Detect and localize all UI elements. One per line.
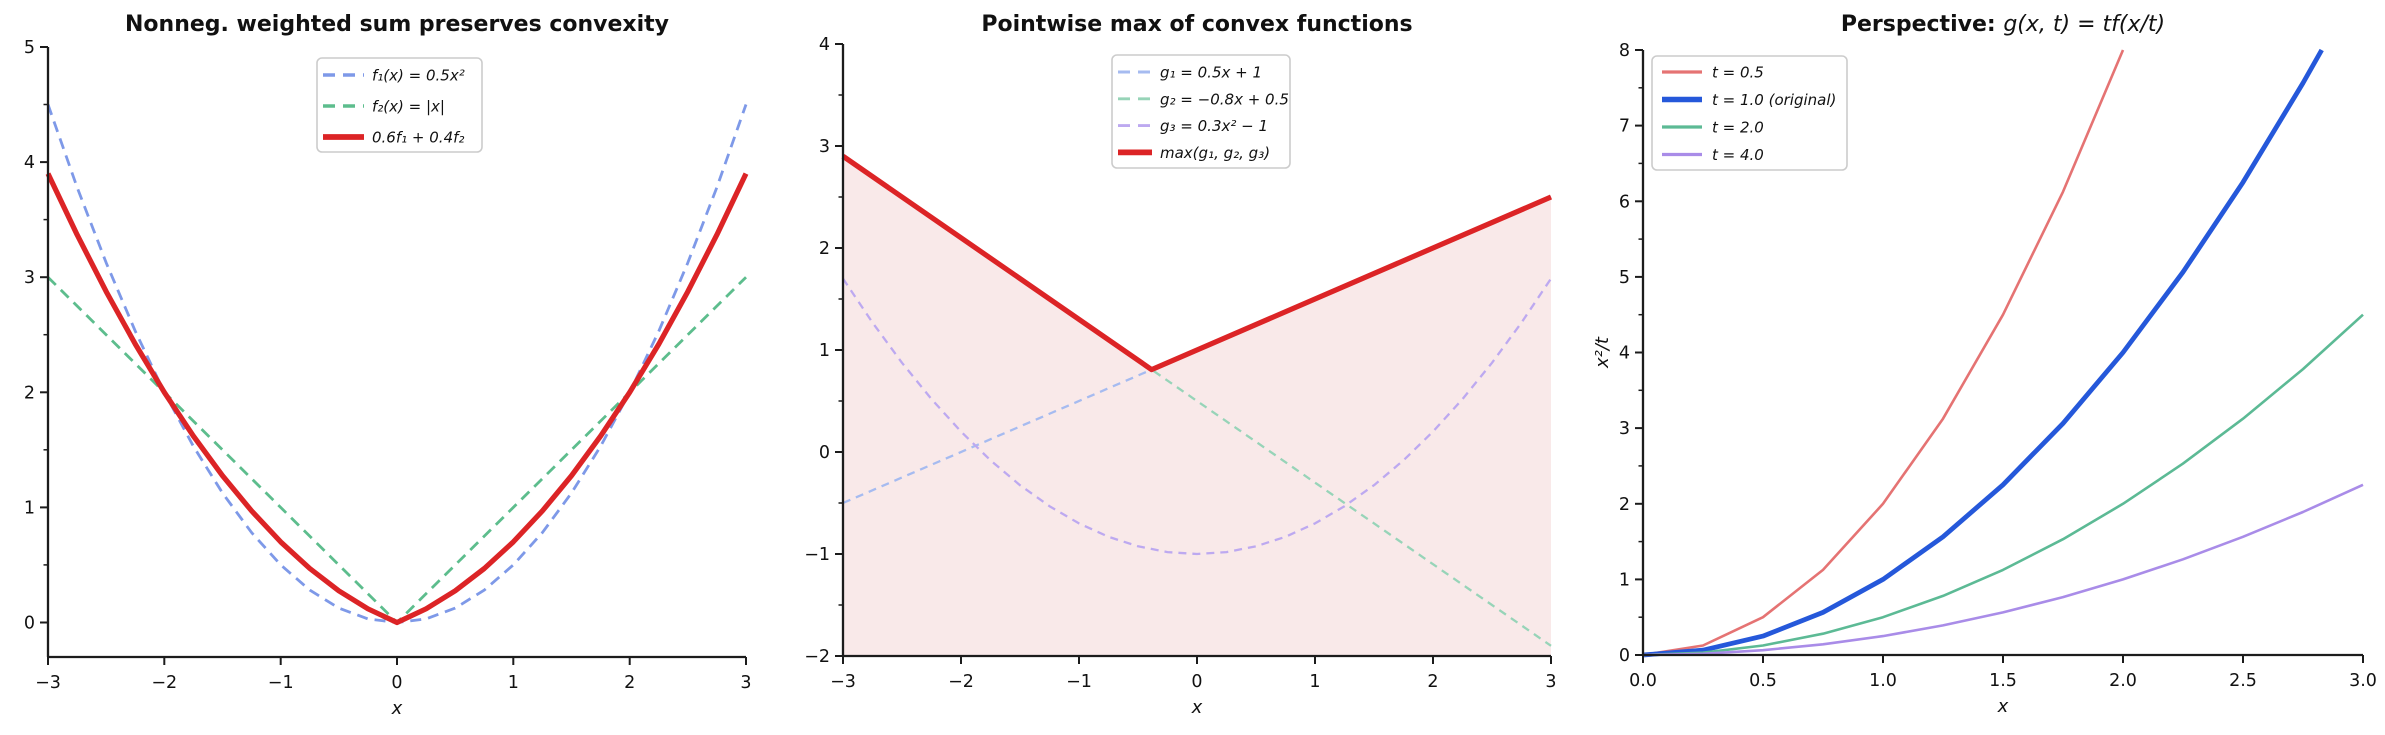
legend-box (316, 57, 483, 153)
y-tick-label: 4 (819, 35, 830, 55)
legend-label-g2: g₂ = −0.8x + 0.5 (1160, 90, 1289, 108)
x-tick-label: −2 (151, 673, 177, 693)
series-t-0.5 (1642, 49, 2125, 657)
x-tick-label: −1 (1066, 672, 1092, 692)
legend-label-f2: f₂(x) = |x| (372, 98, 445, 116)
legend-label-t-4.0: t = 4.0 (1712, 146, 1764, 164)
chart-title: Pointwise max of convex functions (981, 12, 1412, 37)
x-tick-label: 1.5 (1989, 671, 2017, 691)
chart-title: Nonneg. weighted sum preserves convexity (125, 12, 669, 37)
legend-box (1111, 54, 1291, 169)
y-tick-label: −2 (804, 647, 830, 667)
y-tick-label: 4 (1619, 344, 1630, 364)
series-t-4.0 (1642, 483, 2364, 657)
x-tick-label: 2 (1427, 672, 1438, 692)
legend-label-combo: 0.6f₁ + 0.4f₂ (372, 129, 464, 147)
x-tick-label: 2.0 (2109, 671, 2137, 691)
x-tick-label: 3 (740, 673, 751, 693)
x-tick-label: 0 (1191, 672, 1202, 692)
series-f2 (47, 276, 747, 624)
y-tick-label: 0 (819, 443, 830, 463)
x-tick-label: 1.0 (1869, 671, 1897, 691)
y-tick-label: 5 (1619, 268, 1630, 288)
x-tick-label: −3 (35, 673, 61, 693)
x-tick-label: 3.0 (2349, 671, 2377, 691)
legend-box (1651, 55, 1848, 171)
panel-perspective: 0.0 0.5 1.0 1.5 2.0 2.5 3.0 0 1 2 3 4 5 6 7 8 Perspectiv… (1590, 0, 2385, 735)
legend-label-t-1.0: t = 1.0 (original) (1712, 91, 1836, 109)
x-tick-label: 2 (624, 673, 635, 693)
x-axis-label: x (1997, 696, 2009, 717)
y-axis-label: x²/t (1592, 336, 1613, 369)
y-tick-label: 3 (24, 268, 35, 288)
y-tick-label: 2 (819, 239, 830, 259)
y-tick-label: 2 (1619, 495, 1630, 515)
y-tick-label: 0 (1619, 646, 1630, 666)
series-g3 (842, 277, 1552, 556)
x-tick-label: 3 (1545, 672, 1556, 692)
series-f1 (46, 104, 748, 624)
x-tick-label: 1 (1309, 672, 1320, 692)
y-tick-label: 6 (1619, 192, 1630, 212)
y-tick-label: 4 (24, 153, 35, 173)
legend-label-f1: f₁(x) = 0.5x² (372, 67, 465, 85)
weighted-sum-chart-svg: −3 −2 −1 0 1 2 3 0 1 2 3 4 5 Nonneg. weighted sum pre… (24, 12, 752, 719)
perspective-chart-svg: 0.0 0.5 1.0 1.5 2.0 2.5 3.0 0 1 2 3 4 5 6 7 8 Perspectiv… (1592, 12, 2377, 717)
y-tick-label: 8 (1619, 41, 1630, 61)
series-t-2.0 (1642, 313, 2364, 657)
series-max (841, 154, 1553, 373)
legend: f₁(x) = 0.5x² f₂(x) = |x| 0.6f₁ + 0.4f₂ (316, 57, 483, 153)
legend-label-t-0.5: t = 0.5 (1712, 64, 1764, 82)
x-axis-label: x (391, 698, 403, 719)
y-tick-label: 3 (1619, 419, 1630, 439)
x-axis-label: x (1191, 697, 1203, 718)
x-tick-label: 0.0 (1629, 671, 1657, 691)
y-tick-label: 1 (819, 341, 830, 361)
legend-label-g3: g₃ = 0.3x² − 1 (1160, 117, 1268, 135)
y-tick-label: 1 (24, 498, 35, 518)
y-tick-label: 0 (24, 614, 35, 634)
chart-title: Perspective: g(x, t) = tf(x/t) (1841, 12, 2165, 37)
y-tick-label: 7 (1619, 117, 1630, 137)
panel-weighted-sum: −3 −2 −1 0 1 2 3 0 1 2 3 4 5 Nonneg. weighted sum pre… (0, 0, 795, 735)
x-tick-label: −2 (948, 672, 974, 692)
x-tick-label: 2.5 (2229, 671, 2257, 691)
panel-pointwise-max: −3 −2 −1 0 1 2 3 −2 −1 0 1 2 3 4 Pointwise max of conv… (795, 0, 1590, 735)
y-tick-label: −1 (804, 545, 830, 565)
series-t-1.0 (1642, 48, 2324, 658)
y-tick-label: 5 (24, 38, 35, 58)
legend-label-max: max(g₁, g₂, g₃) (1160, 144, 1270, 162)
y-tick-label: 3 (819, 137, 830, 157)
legend: t = 0.5 t = 1.0 (original) t = 2.0 t = 4.0 (1651, 55, 1848, 171)
x-tick-label: 1 (508, 673, 519, 693)
x-tick-label: −1 (268, 673, 294, 693)
y-tick-label: 1 (1619, 570, 1630, 590)
x-tick-label: 0 (391, 673, 402, 693)
y-tick-label: 2 (24, 383, 35, 403)
legend-label-g1: g₁ = 0.5x + 1 (1160, 64, 1262, 82)
series-combo (45, 172, 749, 626)
x-tick-label: −3 (830, 672, 856, 692)
x-tick-label: 0.5 (1749, 671, 1777, 691)
legend-label-t-2.0: t = 2.0 (1712, 119, 1764, 137)
legend: g₁ = 0.5x + 1 g₂ = −0.8x + 0.5 g₃ = 0.3x² … (1111, 54, 1291, 169)
